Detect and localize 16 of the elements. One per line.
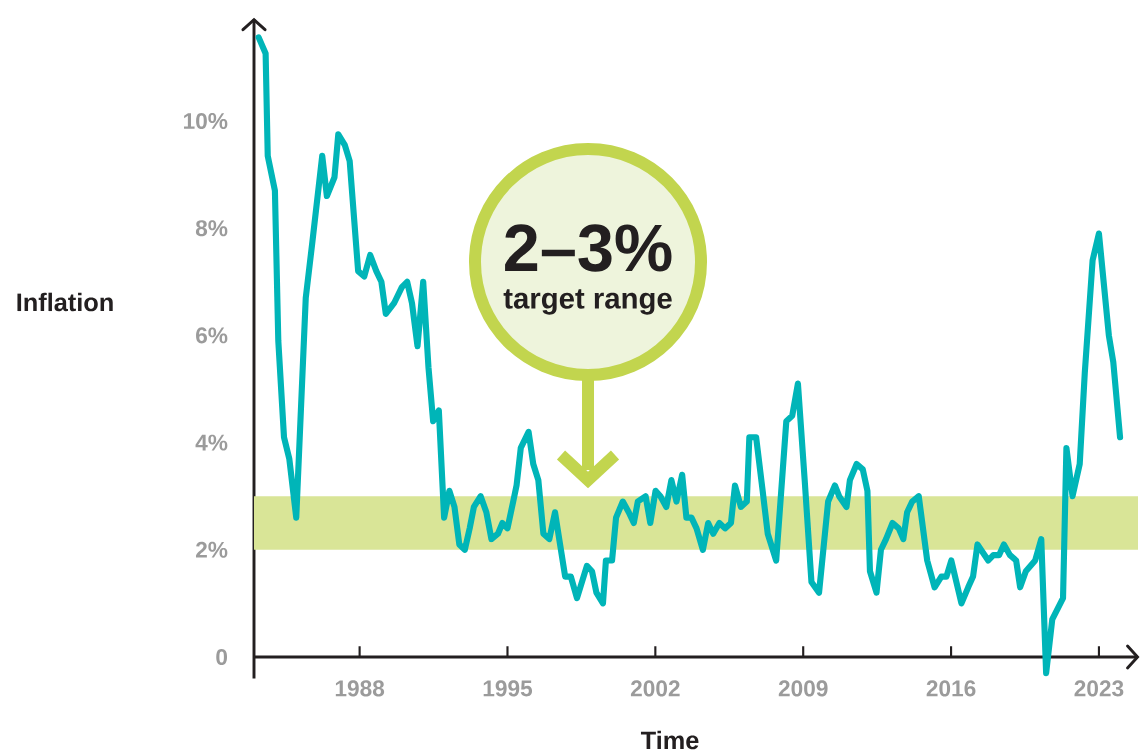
y-tick-label: 10% xyxy=(184,112,228,130)
y-tick-label: 6% xyxy=(196,327,228,344)
y-axis-title: Inflation xyxy=(17,292,113,312)
x-tick-label: 1988 xyxy=(335,680,385,697)
x-tick-label: 2023 xyxy=(1074,680,1124,697)
x-tick-label: 1995 xyxy=(483,680,533,697)
x-tick-label: 2002 xyxy=(630,680,680,697)
y-tick-label: 4% xyxy=(195,434,228,451)
y-tick-label: 2% xyxy=(195,541,228,558)
x-tick-label: 2016 xyxy=(926,680,976,697)
x-tick-label: 2009 xyxy=(778,680,828,697)
y-tick-label: 0 xyxy=(216,648,228,666)
x-axis-title: Time xyxy=(640,730,699,750)
annotation: 2–3% xyxy=(505,224,672,272)
annotation: target range xyxy=(503,289,672,315)
y-tick-label: 8% xyxy=(195,220,228,237)
